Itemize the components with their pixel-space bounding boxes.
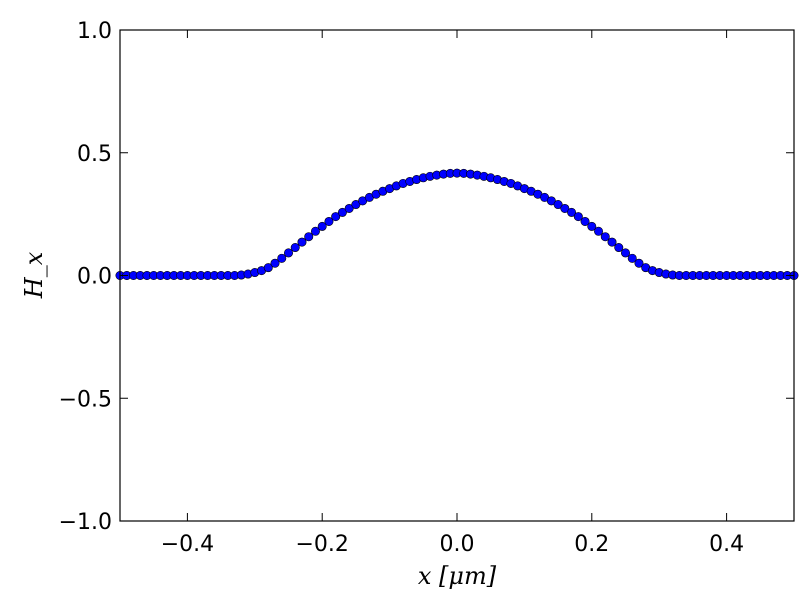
data-point — [324, 216, 334, 226]
data-point — [573, 212, 583, 222]
y-tick-label: 0.5 — [77, 142, 112, 167]
data-point — [620, 248, 630, 258]
data-point — [277, 253, 287, 263]
x-tick-label: 0.4 — [709, 532, 744, 557]
data-point — [344, 203, 354, 213]
x-axis-label: x [μm] — [418, 562, 497, 590]
data-point — [297, 237, 307, 247]
data-point — [587, 221, 597, 231]
y-tick-label: 0.0 — [77, 265, 112, 290]
data-point — [270, 258, 280, 268]
data-point — [580, 216, 590, 226]
data-point — [283, 248, 293, 258]
data-point — [263, 263, 273, 273]
x-tick-label: −0.4 — [161, 532, 214, 557]
x-tick-label: 0.0 — [440, 532, 475, 557]
data-point — [310, 226, 320, 236]
y-tick-label: −0.5 — [59, 387, 112, 412]
data-point — [594, 226, 604, 236]
x-tick-label: −0.2 — [295, 532, 348, 557]
data-point — [337, 207, 347, 217]
y-tick-label: −1.0 — [59, 510, 112, 535]
data-point — [331, 212, 341, 222]
axis-ticks: −0.4 −0.2 0.0 0.2 0.4 −1.0 −0.5 0.0 0.5 1.0 — [59, 19, 794, 557]
data-point — [627, 253, 637, 263]
data-point — [304, 232, 314, 242]
data-point — [600, 232, 610, 242]
y-axis-label: H_x — [20, 251, 48, 299]
data-point — [607, 237, 617, 247]
data-point — [553, 200, 563, 210]
data-point — [317, 221, 327, 231]
data-point — [567, 207, 577, 217]
plot-frame — [119, 29, 795, 522]
data-point — [634, 258, 644, 268]
data-points — [115, 168, 799, 280]
data-point — [290, 243, 300, 253]
y-tick-label: 1.0 — [77, 19, 112, 44]
data-point — [614, 243, 624, 253]
data-point — [560, 203, 570, 213]
x-tick-label: 0.2 — [574, 532, 609, 557]
